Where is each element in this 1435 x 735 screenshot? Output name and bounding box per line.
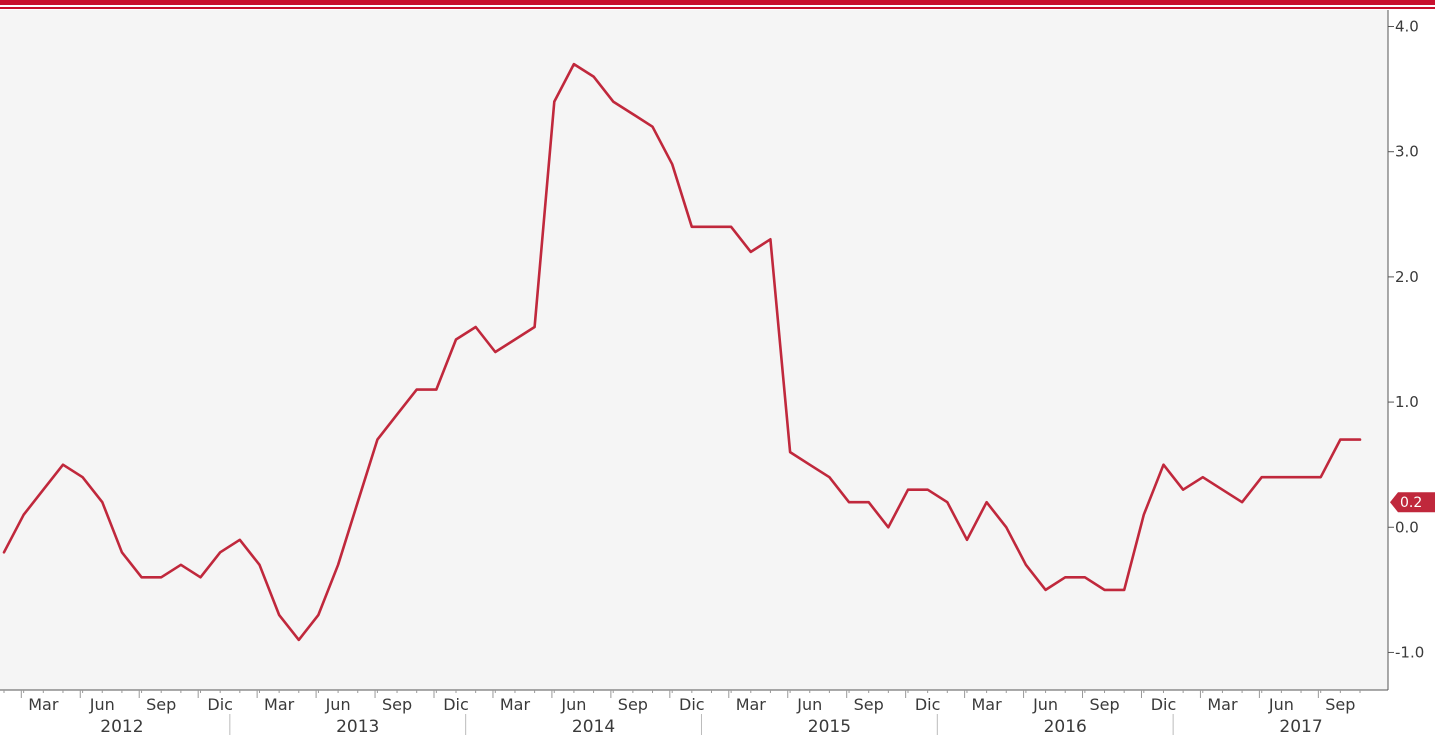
x-month-label: Dic [443,695,469,714]
series-line [2,62,1362,642]
plot-background [0,10,1388,690]
series-group [2,62,1362,642]
x-month-label: Jun [325,695,351,714]
x-month-label: Dic [679,695,705,714]
x-month-label: Sep [1089,695,1119,714]
x-year-label: 2016 [1044,717,1087,735]
x-month-label: Sep [146,695,176,714]
top-red-band-thin [0,7,1435,9]
x-month-label: Jun [1032,695,1058,714]
y-tick-label: 0.0 [1395,518,1419,536]
x-year-label: 2012 [100,717,143,735]
x-month-label: Mar [500,695,531,714]
x-month-label: Dic [1151,695,1177,714]
x-year-label: 2015 [808,717,851,735]
x-month-label: Jun [1268,695,1294,714]
x-month-label: Mar [1207,695,1238,714]
x-month-label: Sep [382,695,412,714]
x-month-label: Mar [264,695,295,714]
x-month-label: Jun [560,695,586,714]
x-month-label: Sep [854,695,884,714]
x-month-label: Jun [796,695,822,714]
axis-ticks: 4.0 3.0 2.0 1.0 0.0 -1.0 Mar Jun Sep Dic Mar Jun Sep… [3,18,1424,735]
last-value-label: 0.2 [1400,495,1422,511]
x-year-label: 2013 [336,717,379,735]
x-year-label: 2014 [572,717,615,735]
last-value-badge [1390,492,1435,513]
x-month-label: Jun [89,695,115,714]
top-red-band [0,0,1435,5]
axes [0,10,1389,691]
x-month-label: Mar [736,695,767,714]
y-tick-label: 2.0 [1395,268,1419,286]
y-tick-label: 4.0 [1395,18,1419,36]
y-tick-label: -1.0 [1395,643,1424,661]
x-month-label: Mar [972,695,1003,714]
x-year-label: 2017 [1279,717,1322,735]
x-month-label: Dic [207,695,233,714]
x-month-label: Sep [1325,695,1355,714]
x-month-label: Dic [915,695,941,714]
last-value-badge-group: 0.2 [1390,492,1435,513]
x-month-label: Sep [618,695,648,714]
y-tick-label: 3.0 [1395,143,1419,161]
y-tick-label: 1.0 [1395,393,1419,411]
x-month-label: Mar [28,695,59,714]
